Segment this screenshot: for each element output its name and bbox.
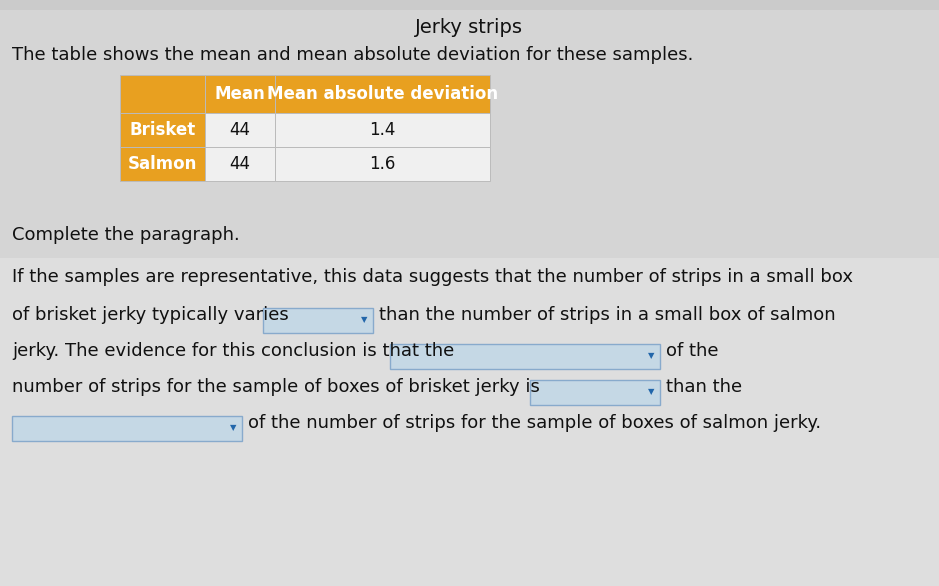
Text: Brisket: Brisket — [130, 121, 195, 139]
Bar — [205, 147, 275, 181]
Bar — [530, 380, 660, 405]
Text: 44: 44 — [229, 121, 251, 139]
Bar — [0, 258, 939, 586]
Bar — [275, 147, 490, 181]
Text: jerky. The evidence for this conclusion is that the: jerky. The evidence for this conclusion … — [12, 342, 454, 360]
Text: 1.4: 1.4 — [369, 121, 395, 139]
Text: ▼: ▼ — [648, 387, 654, 397]
Text: number of strips for the sample of boxes of brisket jerky is: number of strips for the sample of boxes… — [12, 378, 540, 396]
Bar — [120, 147, 205, 181]
Bar — [120, 113, 205, 147]
Text: If the samples are representative, this data suggests that the number of strips : If the samples are representative, this … — [12, 268, 853, 286]
Text: ▼: ▼ — [361, 315, 367, 325]
Bar — [390, 344, 660, 369]
Text: ▼: ▼ — [648, 352, 654, 360]
Text: than the number of strips in a small box of salmon: than the number of strips in a small box… — [379, 306, 836, 324]
Text: than the: than the — [666, 378, 742, 396]
Text: ▼: ▼ — [230, 424, 237, 432]
Text: of the number of strips for the sample of boxes of salmon jerky.: of the number of strips for the sample o… — [248, 414, 821, 432]
Bar — [120, 75, 205, 113]
Bar — [205, 75, 275, 113]
Bar — [263, 308, 373, 333]
Text: 44: 44 — [229, 155, 251, 173]
Text: Jerky strips: Jerky strips — [415, 18, 523, 37]
Text: of the: of the — [666, 342, 718, 360]
Text: The table shows the mean and mean absolute deviation for these samples.: The table shows the mean and mean absolu… — [12, 46, 693, 64]
Text: 1.6: 1.6 — [369, 155, 395, 173]
Text: Salmon: Salmon — [128, 155, 197, 173]
Bar — [275, 113, 490, 147]
Text: of brisket jerky typically varies: of brisket jerky typically varies — [12, 306, 289, 324]
Bar — [275, 75, 490, 113]
Text: Mean absolute deviation: Mean absolute deviation — [267, 85, 498, 103]
Bar — [12, 416, 242, 441]
Text: Complete the paragraph.: Complete the paragraph. — [12, 226, 239, 244]
Bar — [205, 113, 275, 147]
Text: Mean: Mean — [215, 85, 266, 103]
